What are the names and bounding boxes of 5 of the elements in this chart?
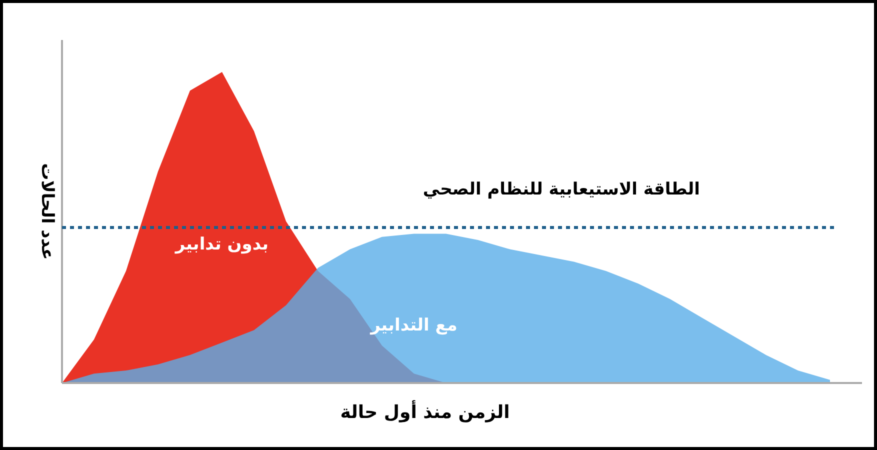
ref-line-label: الطاقة الاستيعابية للنظام الصحي — [422, 180, 700, 200]
y-axis-title: عدد الحالات — [37, 163, 57, 260]
series-label: بدون تدابير — [174, 234, 269, 254]
series-label: مع التدابير — [370, 315, 458, 336]
x-axis-title: الزمن منذ أول حالة — [340, 400, 510, 423]
